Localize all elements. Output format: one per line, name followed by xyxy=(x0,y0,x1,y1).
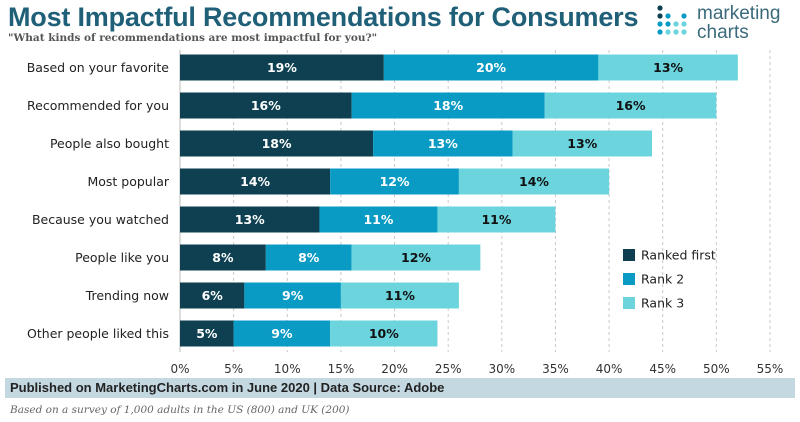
data-label: 8% xyxy=(298,250,320,265)
data-label: 13% xyxy=(653,60,683,75)
logo-line-1: marketing xyxy=(697,3,781,24)
survey-note: Based on a survey of 1,000 adults in the… xyxy=(10,404,350,416)
x-tick-label: 40% xyxy=(596,362,623,376)
data-label: 11% xyxy=(385,288,415,303)
category-label: Because you watched xyxy=(32,212,169,227)
legend-label: Rank 2 xyxy=(641,272,684,287)
bar-segment xyxy=(544,92,717,119)
data-label: 8% xyxy=(212,250,234,265)
data-label: 13% xyxy=(567,136,597,151)
bar-segment xyxy=(458,168,610,195)
data-label: 16% xyxy=(251,98,281,113)
data-label: 11% xyxy=(481,212,511,227)
bar-segment xyxy=(265,244,352,271)
bar-segment xyxy=(233,320,331,347)
data-label: 9% xyxy=(271,326,293,341)
category-label: Most popular xyxy=(87,174,169,189)
bar-segment xyxy=(340,282,459,309)
x-tick-label: 55% xyxy=(757,362,784,376)
data-label: 11% xyxy=(363,212,393,227)
logo-text: marketing charts xyxy=(697,4,780,42)
bar-segment xyxy=(180,54,384,81)
x-tick-label: 20% xyxy=(381,362,408,376)
x-tick-label: 45% xyxy=(649,362,676,376)
logo-dots-icon xyxy=(657,5,687,35)
bar-segment xyxy=(383,54,599,81)
stacked-bar-chart: 0% 5% 10% 15% 20% 25% 30% 35% 40% 45% 50% 55% Based … xyxy=(27,50,784,376)
bar-segment xyxy=(180,244,266,271)
legend-swatch xyxy=(623,273,635,285)
bar-segment xyxy=(437,206,556,233)
x-tick-label: 0% xyxy=(170,362,189,376)
x-tick-label: 25% xyxy=(435,362,462,376)
bar-segment xyxy=(351,244,481,271)
category-label: Other people liked this xyxy=(27,326,169,341)
bar-segment xyxy=(373,130,513,157)
data-label: 18% xyxy=(262,136,292,151)
category-label: Trending now xyxy=(85,288,169,303)
footer-bar: Published on MarketingCharts.com in June… xyxy=(5,378,795,398)
data-label: 14% xyxy=(519,174,549,189)
legend-label: Ranked first xyxy=(641,248,716,263)
x-tick-label: 10% xyxy=(274,362,301,376)
category-label: People also bought xyxy=(50,136,169,151)
legend-swatch xyxy=(623,297,635,309)
data-label: 14% xyxy=(240,174,270,189)
bar-segment xyxy=(330,168,459,195)
x-tick-label: 15% xyxy=(328,362,355,376)
marketingcharts-logo[interactable]: marketing charts xyxy=(655,4,795,44)
chart-title: Most Impactful Recommendations for Consu… xyxy=(8,2,639,32)
bar-segment xyxy=(319,206,438,233)
bar-segment xyxy=(598,54,738,81)
logo-line-2: charts xyxy=(697,22,749,43)
bar-segment xyxy=(180,206,320,233)
x-tick-label: 35% xyxy=(542,362,569,376)
x-tick-label: 50% xyxy=(703,362,730,376)
category-label: Based on your favorite xyxy=(27,60,170,75)
bar-segment xyxy=(512,130,652,157)
bar-segment xyxy=(180,168,331,195)
category-label: Recommended for you xyxy=(27,98,169,113)
data-label: 13% xyxy=(235,212,265,227)
bar-segment xyxy=(330,320,438,347)
data-label: 12% xyxy=(380,174,410,189)
category-label: People like you xyxy=(75,250,169,265)
data-label: 19% xyxy=(267,60,297,75)
data-label: 10% xyxy=(369,326,399,341)
x-tick-label: 5% xyxy=(224,362,243,376)
legend-label: Rank 3 xyxy=(641,296,684,311)
chart-subtitle: "What kinds of recommendations are most … xyxy=(8,32,378,44)
data-label: 16% xyxy=(616,98,646,113)
source-text: Published on MarketingCharts.com in June… xyxy=(10,380,445,395)
data-label: 13% xyxy=(428,136,458,151)
bar-segment xyxy=(180,92,352,119)
bar-segment xyxy=(244,282,341,309)
data-label: 9% xyxy=(282,288,304,303)
x-tick-label: 30% xyxy=(488,362,515,376)
data-label: 18% xyxy=(433,98,463,113)
data-label: 12% xyxy=(401,250,431,265)
data-label: 5% xyxy=(196,326,218,341)
data-label: 20% xyxy=(476,60,506,75)
legend-swatch xyxy=(623,249,635,261)
data-label: 6% xyxy=(202,288,224,303)
bar-segment xyxy=(351,92,545,119)
bar-segment xyxy=(180,320,234,347)
bar-segment xyxy=(180,130,374,157)
bar-segment xyxy=(180,282,245,309)
